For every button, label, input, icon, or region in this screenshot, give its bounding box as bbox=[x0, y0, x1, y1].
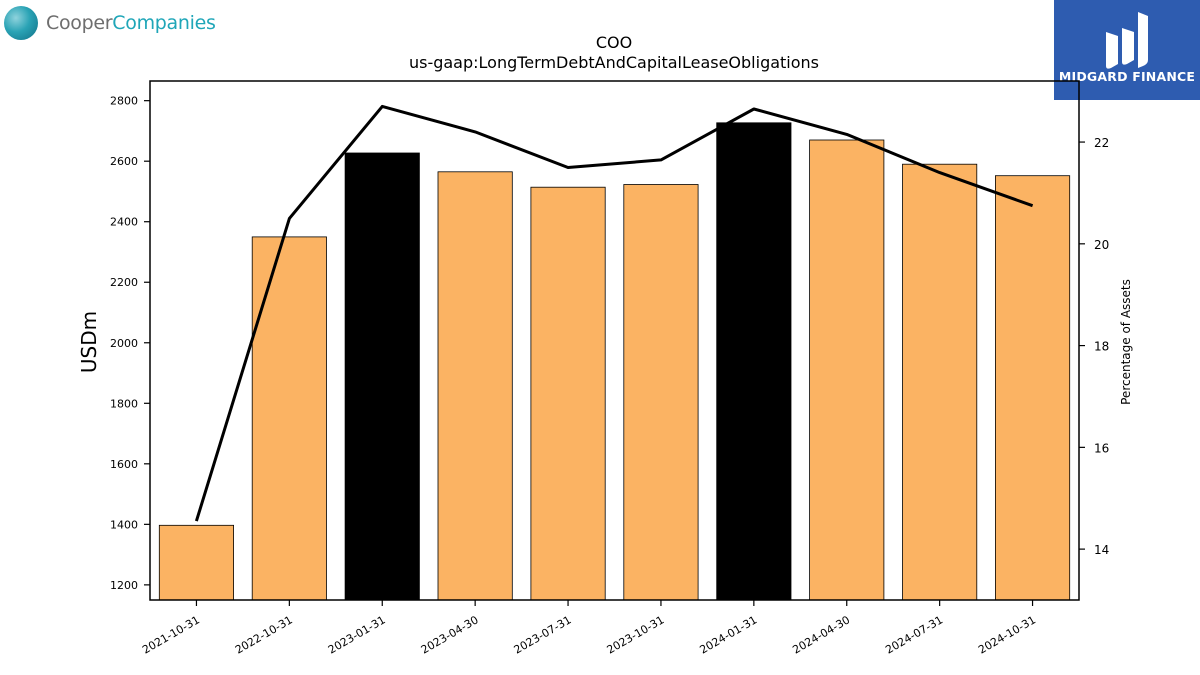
y-axis-right: 14 16 18 20 22 bbox=[1079, 136, 1109, 557]
bar-2023-10-31 bbox=[623, 184, 699, 601]
midgard-finance-wordmark: MIDGARD FINANCE bbox=[1058, 69, 1196, 84]
y2-tick-label-22: 22 bbox=[1094, 136, 1109, 150]
bar-2024-04-30 bbox=[809, 139, 885, 601]
x-tick-label-2021-10-31: 2021-10-31 bbox=[140, 613, 202, 656]
x-tick-label-2022-10-31: 2022-10-31 bbox=[233, 613, 295, 656]
cooper-companies-logo: CooperCompanies bbox=[4, 4, 216, 42]
bar-2022-10-31 bbox=[251, 236, 327, 601]
bar-2023-01-31 bbox=[344, 152, 420, 601]
y-tick-label-1600: 1600 bbox=[110, 458, 138, 471]
x-tick-label-2024-07-31: 2024-07-31 bbox=[883, 613, 945, 656]
cooper-companies-wordmark: CooperCompanies bbox=[46, 12, 216, 34]
x-tick-label-2023-07-31: 2023-07-31 bbox=[512, 613, 574, 656]
y2-tick-label-16: 16 bbox=[1094, 441, 1109, 455]
y2-tick-label-14: 14 bbox=[1094, 543, 1109, 557]
y2-axis-label: Percentage of Assets bbox=[1119, 279, 1133, 405]
x-axis: 2021-10-31 2022-10-31 2023-01-31 2023-04-30… bbox=[140, 600, 1038, 657]
x-tick-label-2024-04-30: 2024-04-30 bbox=[790, 613, 852, 656]
x-tick-label-2023-10-31: 2023-10-31 bbox=[605, 613, 667, 656]
y2-tick-label-20: 20 bbox=[1094, 238, 1109, 252]
y-axis-left: 1200 1400 1600 1800 2000 2200 2400 2600 2800 bbox=[110, 95, 150, 592]
bar-2024-07-31 bbox=[902, 163, 978, 601]
wordmark-part-2: Companies bbox=[112, 12, 216, 34]
x-tick-label-2023-01-31: 2023-01-31 bbox=[326, 613, 388, 656]
y-tick-label-2400: 2400 bbox=[110, 216, 138, 229]
y-tick-label-1200: 1200 bbox=[110, 579, 138, 592]
y-tick-label-2600: 2600 bbox=[110, 155, 138, 168]
y-tick-label-2800: 2800 bbox=[110, 95, 138, 108]
x-tick-label-2024-01-31: 2024-01-31 bbox=[697, 613, 759, 656]
line-layer bbox=[194, 104, 1034, 522]
y-axis-label: USDm bbox=[77, 311, 101, 373]
plot-frame bbox=[149, 80, 1080, 601]
globe-icon bbox=[4, 6, 38, 40]
bars-layer bbox=[158, 122, 1071, 601]
bar-2021-10-31 bbox=[158, 524, 235, 601]
bar-2024-10-31 bbox=[995, 175, 1071, 601]
y2-tick-label-18: 18 bbox=[1094, 340, 1109, 354]
chart-subtitle: us-gaap:LongTermDebtAndCapitalLeaseOblig… bbox=[409, 53, 819, 72]
midgard-finance-logo: MIDGARD FINANCE bbox=[1054, 0, 1200, 100]
y-tick-label-2000: 2000 bbox=[110, 337, 138, 350]
y-tick-label-1800: 1800 bbox=[110, 397, 138, 410]
percentage-line bbox=[194, 104, 1034, 522]
wordmark-part-1: Cooper bbox=[46, 12, 113, 34]
x-tick-label-2023-04-30: 2023-04-30 bbox=[419, 613, 481, 656]
x-tick-label-2024-10-31: 2024-10-31 bbox=[976, 613, 1038, 656]
bar-2023-07-31 bbox=[530, 186, 606, 601]
bar-2023-04-30 bbox=[437, 171, 513, 601]
bar-2024-01-31 bbox=[716, 122, 792, 601]
y-tick-label-1400: 1400 bbox=[110, 518, 138, 531]
midgard-mark-icon bbox=[1106, 12, 1148, 69]
chart-title: COO bbox=[596, 33, 632, 52]
y-tick-label-2200: 2200 bbox=[110, 276, 138, 289]
